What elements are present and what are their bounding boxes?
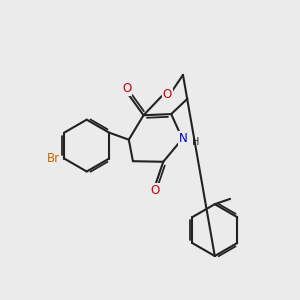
Text: H: H (192, 137, 199, 147)
Text: O: O (150, 184, 160, 197)
Text: Br: Br (46, 152, 60, 165)
Text: O: O (122, 82, 131, 95)
Text: N: N (178, 132, 188, 145)
Text: O: O (163, 88, 172, 101)
